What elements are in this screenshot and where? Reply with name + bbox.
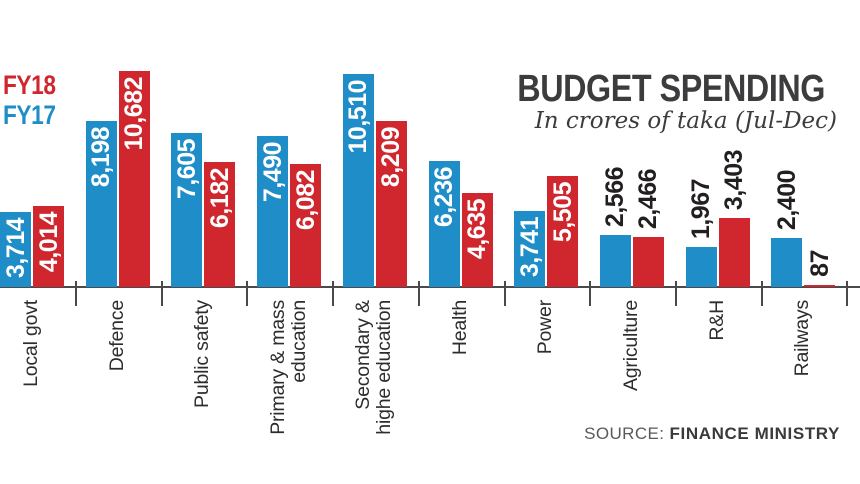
bar-agriculture-fy18 xyxy=(632,237,664,287)
value-label-railways-fy17: 2,400 xyxy=(772,170,801,231)
axis-tick xyxy=(589,281,592,306)
value-label-agriculture-fy18: 2,466 xyxy=(634,169,663,230)
category-label-health: Health xyxy=(448,300,471,356)
category-label-defence: Defence xyxy=(105,300,128,372)
axis-tick xyxy=(75,281,77,306)
bar-railways-fy17 xyxy=(771,238,803,287)
bar-primary-mass-education-fy17 xyxy=(257,135,289,287)
axis-tick xyxy=(160,281,163,306)
value-label-health-fy17: 6,236 xyxy=(430,166,458,227)
bar-defence-fy17 xyxy=(85,121,117,287)
x-axis-baseline xyxy=(0,286,860,288)
bar-local-govt-fy18 xyxy=(33,205,64,287)
category-label-r-h: R&H xyxy=(705,300,728,341)
value-label-primary-mass-education-fy18: 6,082 xyxy=(291,170,320,231)
chart-subtitle: In crores of taka (Jul-Dec) xyxy=(534,108,837,134)
category-label-agriculture: Agriculture xyxy=(619,300,642,392)
value-label-local-govt-fy17: 3,714 xyxy=(1,217,30,278)
axis-tick xyxy=(760,281,763,306)
value-label-secondary-highe-education-fy17: 10,510 xyxy=(344,80,373,154)
source-name: FINANCE MINISTRY xyxy=(669,424,840,443)
legend-item-fy18: FY18 xyxy=(3,70,56,100)
bar-primary-mass-education-fy18 xyxy=(290,164,322,287)
bar-secondary-highe-education-fy18 xyxy=(375,121,407,287)
bar-power-fy17 xyxy=(514,211,546,287)
bar-power-fy18 xyxy=(547,175,579,287)
category-label-local-govt: Local govt xyxy=(20,300,42,387)
axis-tick xyxy=(246,281,249,306)
value-label-defence-fy17: 8,198 xyxy=(87,127,116,188)
value-label-public-safety-fy18: 6,182 xyxy=(205,167,234,229)
legend-item-fy17: FY17 xyxy=(3,100,56,130)
category-label-public-safety: Public safety xyxy=(191,300,214,408)
axis-tick xyxy=(674,281,677,306)
bar-agriculture-fy17 xyxy=(599,235,631,287)
value-label-secondary-highe-education-fy18: 8,209 xyxy=(377,127,406,188)
source-prefix: SOURCE: xyxy=(584,424,665,443)
axis-tick xyxy=(417,281,420,306)
bar-r-h-fy18 xyxy=(718,218,750,287)
value-label-power-fy18: 5,505 xyxy=(548,181,577,242)
bar-public-safety-fy17 xyxy=(171,133,203,287)
category-label-primary-mass-education: Primary & mass education xyxy=(266,300,310,435)
category-label-power: Power xyxy=(534,300,557,355)
bar-r-h-fy17 xyxy=(685,247,717,287)
source-line: SOURCE: FINANCE MINISTRY xyxy=(584,424,840,444)
value-label-primary-mass-education-fy17: 7,490 xyxy=(258,141,287,202)
category-label-railways: Railways xyxy=(791,300,814,377)
chart-title: BUDGET SPENDING xyxy=(517,68,825,110)
bar-railways-fy18 xyxy=(804,285,836,287)
value-label-railways-fy18: 87 xyxy=(805,250,834,277)
axis-tick xyxy=(846,281,849,306)
bar-public-safety-fy18 xyxy=(204,161,236,287)
value-label-local-govt-fy18: 4,014 xyxy=(34,211,63,272)
bar-defence-fy18 xyxy=(118,70,150,287)
bar-secondary-highe-education-fy17 xyxy=(342,74,374,287)
value-label-power-fy17: 3,741 xyxy=(515,217,544,278)
value-label-defence-fy18: 10,682 xyxy=(120,76,149,151)
axis-tick xyxy=(503,281,506,306)
value-label-public-safety-fy17: 7,605 xyxy=(172,139,201,200)
bar-health-fy17 xyxy=(428,160,460,287)
value-label-agriculture-fy17: 2,566 xyxy=(601,167,630,228)
value-label-r-h-fy17: 1,967 xyxy=(687,179,716,240)
axis-tick xyxy=(332,281,335,306)
category-label-secondary-highe-education: Secondary & highe education xyxy=(352,300,396,435)
bar-health-fy18 xyxy=(461,193,493,287)
bar-local-govt-fy17 xyxy=(0,211,31,287)
value-label-health-fy18: 4,635 xyxy=(463,199,491,260)
value-label-r-h-fy18: 3,403 xyxy=(720,150,749,211)
